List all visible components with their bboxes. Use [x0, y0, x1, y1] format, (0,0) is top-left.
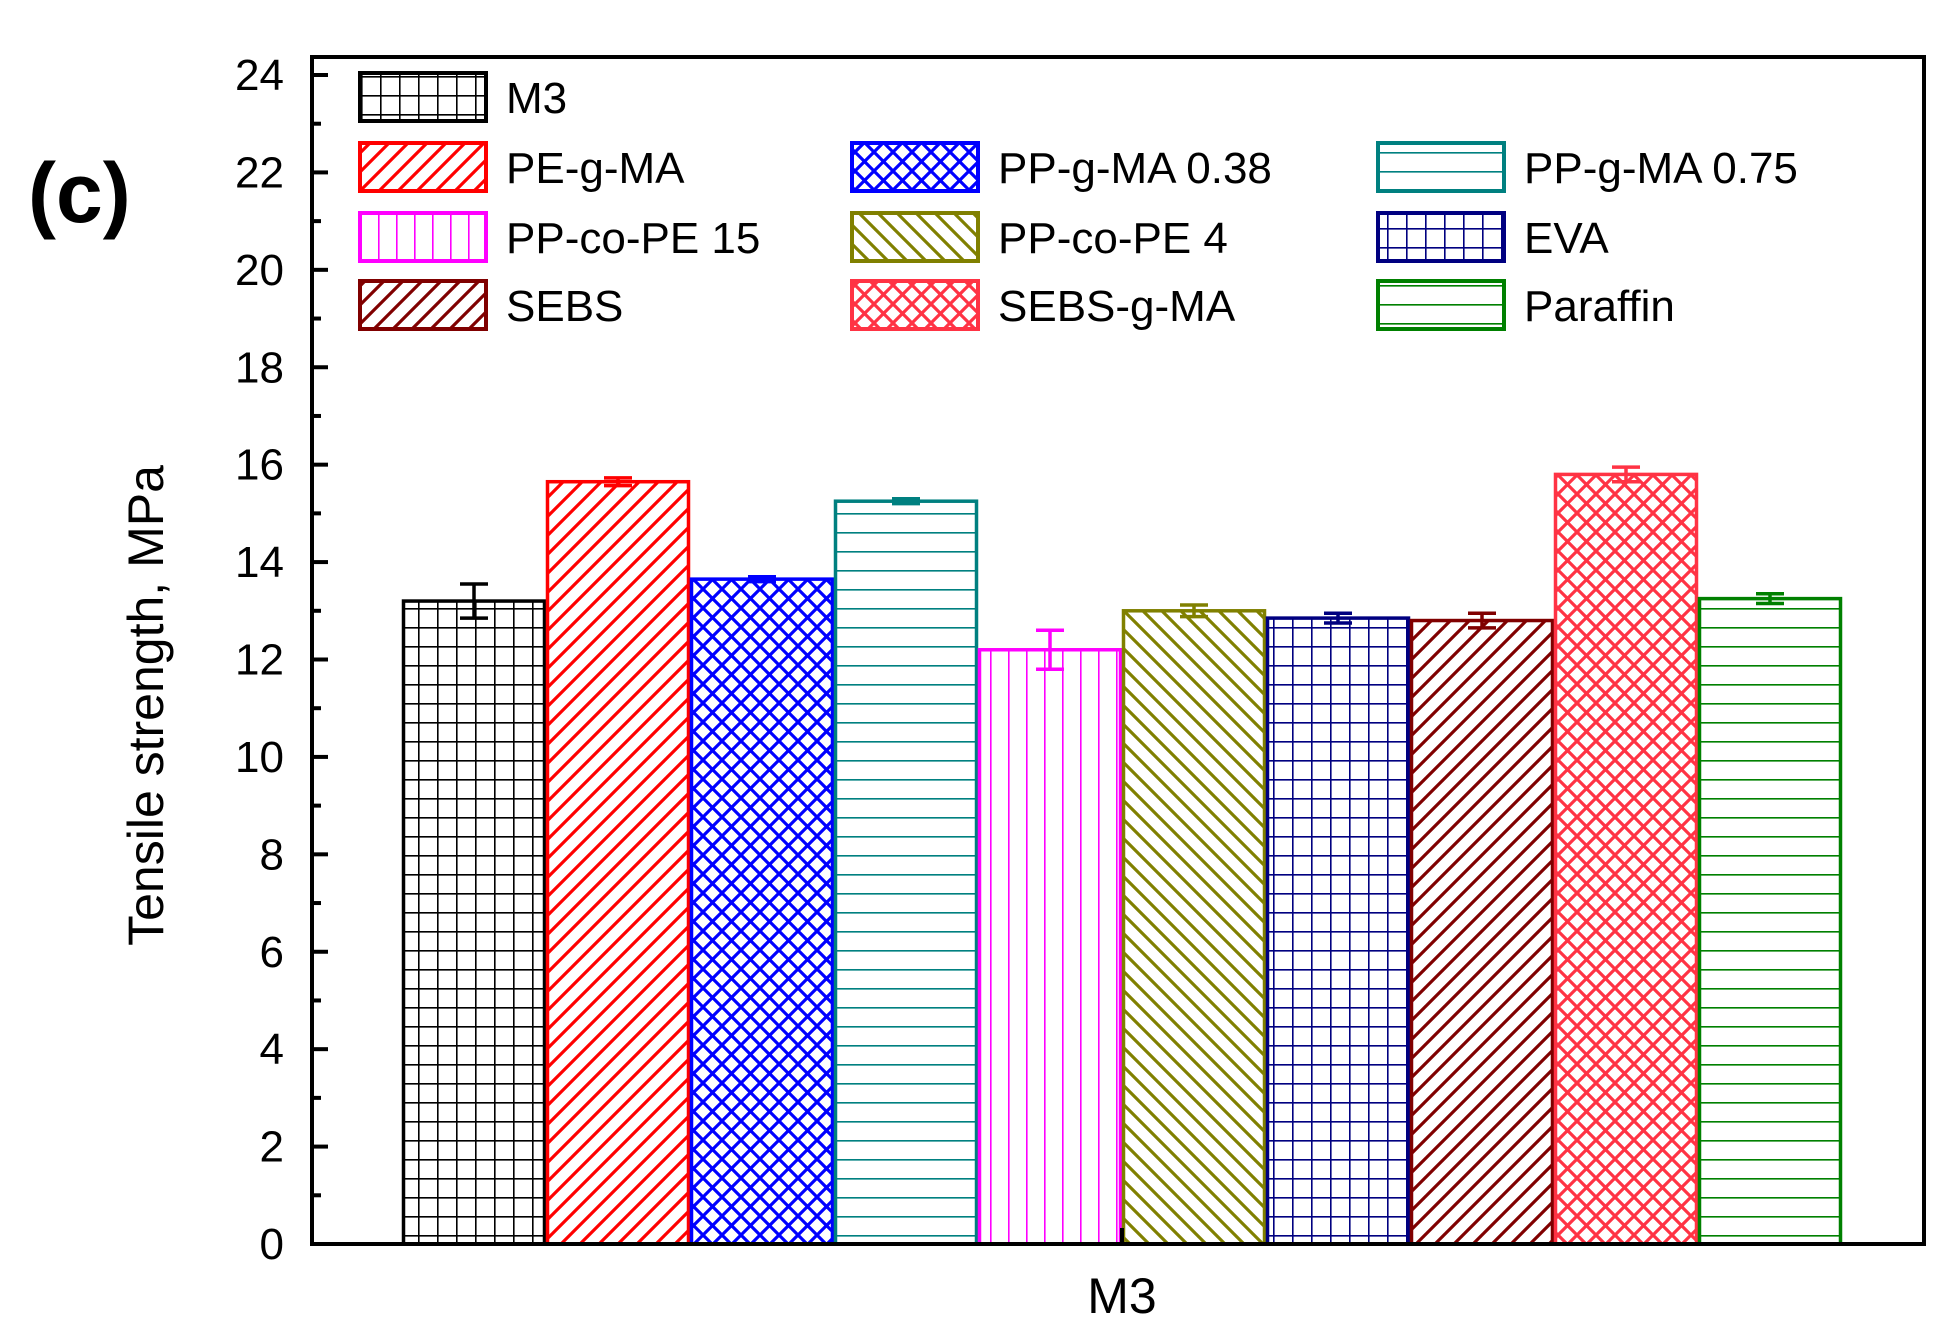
y-tick-label: 22: [235, 148, 284, 197]
y-tick-label: 2: [260, 1123, 284, 1172]
bar-pp-g-ma-0-38: [689, 577, 835, 1246]
y-tick-label: 8: [260, 830, 284, 879]
legend-item: SEBS-g-MA: [850, 279, 1236, 331]
legend-label: EVA: [1524, 214, 1609, 263]
legend-label: PP-g-MA 0.38: [998, 144, 1272, 193]
legend-item: PP-co-PE 15: [358, 211, 760, 263]
bar-sebs-g-ma: [1553, 472, 1699, 1246]
y-tick-label: 0: [260, 1220, 284, 1269]
bar-sebs: [1409, 618, 1555, 1246]
y-tick-label: 16: [235, 441, 284, 490]
legend-label: PP-co-PE 4: [998, 214, 1228, 263]
bars: [401, 465, 1843, 1246]
y-tick-label: 12: [235, 636, 284, 685]
legend-swatch: [358, 141, 488, 193]
y-tick-label: 20: [235, 246, 284, 295]
legend-swatch: [358, 211, 488, 263]
y-tick-label: 6: [260, 928, 284, 977]
legend-swatch: [850, 211, 980, 263]
legend-item: PP-co-PE 4: [850, 211, 1228, 263]
y-tick-label: 10: [235, 733, 284, 782]
bar-pp-co-pe-4: [1121, 609, 1267, 1246]
legend-label: SEBS: [506, 282, 623, 331]
legend-item: M3: [358, 71, 567, 123]
legend-swatch: [358, 71, 488, 123]
legend-item: PP-g-MA 0.75: [1376, 141, 1798, 193]
bar-paraffin: [1697, 596, 1843, 1246]
bar-pp-g-ma-0-75: [833, 499, 979, 1246]
y-axis-label: Tensile strength, MPa: [118, 465, 174, 946]
legend-item: EVA: [1376, 211, 1609, 263]
legend-item: PP-g-MA 0.38: [850, 141, 1272, 193]
plot-frame: [310, 55, 1926, 1246]
panel-label: (c): [28, 146, 131, 240]
legend-label: Paraffin: [1524, 282, 1675, 331]
legend-label: PP-co-PE 15: [506, 214, 760, 263]
legend-swatch: [1376, 279, 1506, 331]
legend: M3 PE-g-MA PP-g-MA 0.38 PP-g-MA 0.75 PP-co-P…: [358, 71, 1798, 331]
legend-item: Paraffin: [1376, 279, 1675, 331]
legend-label: SEBS-g-MA: [998, 282, 1236, 331]
y-tick-label: 18: [235, 343, 284, 392]
legend-label: PE-g-MA: [506, 144, 685, 193]
y-tick-label: 24: [235, 51, 284, 100]
bar-m3: [401, 599, 547, 1246]
legend-swatch: [1376, 141, 1506, 193]
legend-swatch: [1376, 211, 1506, 263]
legend-item: PE-g-MA: [358, 141, 685, 193]
bar-eva: [1265, 616, 1411, 1246]
legend-swatch: [850, 279, 980, 331]
bar-pe-g-ma: [545, 479, 691, 1246]
legend-label: PP-g-MA 0.75: [1524, 144, 1798, 193]
y-tick-label: 4: [260, 1025, 284, 1074]
legend-item: SEBS: [358, 279, 623, 331]
y-tick-label: 14: [235, 538, 284, 587]
x-axis-label: M3: [1087, 1268, 1156, 1324]
legend-swatch: [358, 279, 488, 331]
legend-label: M3: [506, 74, 567, 123]
legend-swatch: [850, 141, 980, 193]
bar-pp-co-pe-15: [977, 648, 1123, 1246]
